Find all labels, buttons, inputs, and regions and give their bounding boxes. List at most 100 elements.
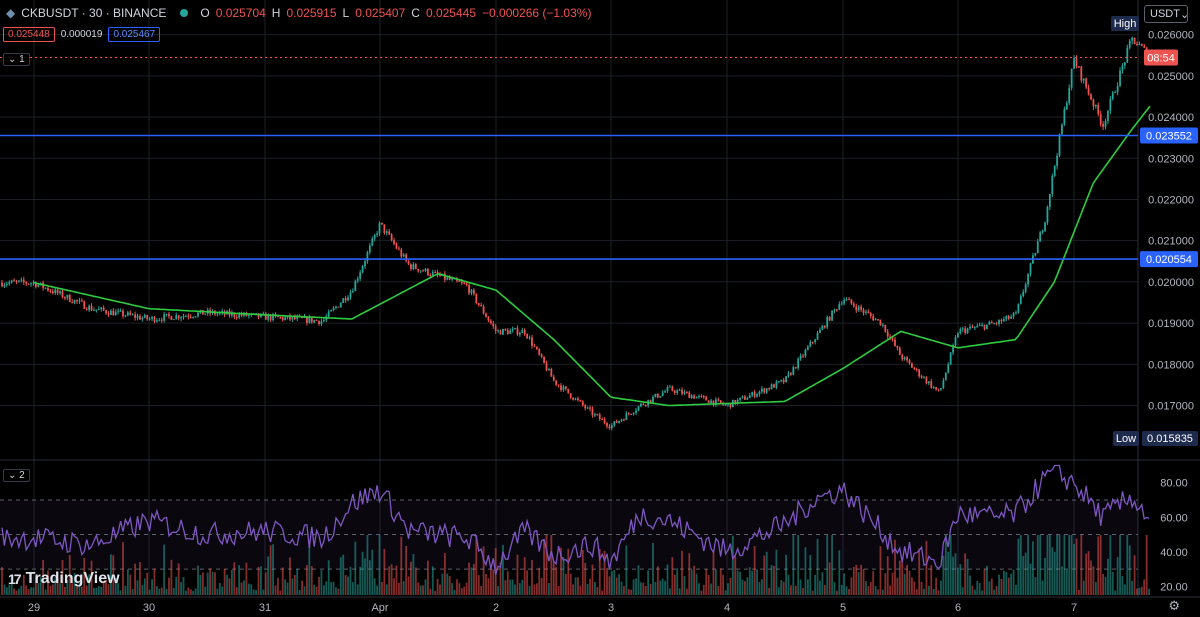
candle-body: [32, 282, 35, 284]
buy-price-button[interactable]: 0.025467: [108, 27, 161, 42]
volume-bar: [1017, 538, 1020, 595]
volume-bar: [25, 585, 28, 595]
volume-bar: [102, 581, 105, 595]
candle-body: [15, 281, 18, 283]
volume-bar: [763, 555, 766, 595]
volume-bar: [555, 567, 558, 595]
volume-bar: [823, 584, 826, 595]
candle-body: [986, 324, 988, 330]
rsi-tick-label: 80.00: [1160, 478, 1188, 490]
volume-bar: [852, 566, 855, 595]
candle-body: [756, 394, 758, 397]
candle-body: [819, 329, 821, 333]
volume-bar: [160, 587, 163, 595]
price-tick-label: 0.017000: [1148, 401, 1194, 413]
candle-body: [591, 408, 594, 416]
volume-bar: [480, 585, 483, 595]
tradingview-logo: 17 TradingView: [8, 570, 120, 588]
candle-body: [276, 315, 279, 318]
settings-gear-icon[interactable]: ⚙: [1168, 598, 1180, 613]
close-value: 0.025445: [425, 6, 477, 20]
high-value: 0.025915: [286, 6, 337, 20]
volume-bar: [73, 572, 76, 595]
candle-body: [318, 320, 320, 324]
volume-bar: [717, 586, 720, 595]
rsi-tick-label: 40.00: [1160, 547, 1188, 559]
candle-body: [608, 426, 611, 429]
candle-body: [114, 311, 117, 316]
volume-bar: [881, 589, 884, 595]
candle-body: [930, 381, 933, 388]
candle-body: [836, 309, 838, 311]
volume-bar: [862, 568, 865, 595]
volume-bar: [158, 588, 161, 595]
rsi-tick-label: 20.00: [1160, 581, 1188, 593]
candle-body: [1048, 194, 1051, 207]
volume-bar: [780, 580, 783, 595]
volume-bar: [422, 585, 424, 595]
volume-bar: [105, 580, 107, 595]
candle-body: [1078, 66, 1080, 68]
volume-bar: [71, 583, 74, 595]
candle-body: [1034, 253, 1037, 256]
volume-bar: [68, 555, 71, 595]
candle-body: [352, 291, 354, 293]
volume-bar: [843, 573, 846, 595]
volume-bar: [366, 535, 369, 595]
volume-bar: [1032, 541, 1034, 595]
volume-bar: [119, 590, 122, 595]
candle-body: [281, 317, 284, 320]
candle-body: [654, 393, 657, 397]
candle-body: [388, 231, 391, 235]
chevron-down-icon: ⌄: [8, 470, 17, 481]
pane-2-collapse-button[interactable]: ⌄ 2: [3, 469, 30, 482]
candle-body: [586, 407, 589, 409]
candle-body: [110, 310, 112, 315]
candle-body: [564, 386, 567, 389]
candle-body: [1121, 65, 1124, 71]
currency-select[interactable]: USDT ⌄: [1144, 5, 1189, 23]
candle-body: [269, 314, 272, 320]
candle-body: [204, 313, 207, 315]
volume-bar: [961, 587, 964, 595]
volume-bar: [1056, 535, 1059, 595]
candle-body: [264, 313, 267, 320]
volume-bar: [833, 582, 836, 595]
volume-bar: [627, 589, 630, 595]
volume-bar: [1116, 557, 1119, 595]
volume-bar: [986, 565, 988, 595]
candle-body: [523, 329, 526, 335]
candle-body: [494, 326, 497, 332]
candle-body: [347, 297, 349, 301]
sell-price-button[interactable]: 0.025448: [3, 27, 55, 42]
candle-body: [765, 388, 768, 393]
candle-body: [378, 222, 381, 234]
symbol-title[interactable]: CKBUSDT · 30 · BINANCE: [21, 6, 167, 20]
volume-bar: [376, 585, 378, 595]
candle-body: [172, 319, 175, 321]
volume-bar: [572, 584, 575, 595]
volume-bar: [320, 570, 323, 595]
volume-bar: [368, 560, 371, 595]
volume-bar: [995, 586, 998, 595]
volume-bar: [429, 588, 432, 595]
time-tick-label: 3: [608, 602, 614, 614]
candle-body: [194, 316, 197, 318]
candle-body: [129, 312, 132, 315]
pane-1-collapse-button[interactable]: ⌄ 1: [3, 53, 30, 66]
volume-bar: [298, 590, 301, 595]
candle-body: [615, 421, 618, 423]
volume-bar: [1, 567, 3, 595]
volume-bar: [693, 565, 696, 595]
candle-body: [320, 321, 323, 324]
candle-body: [538, 349, 541, 355]
volume-bar: [390, 564, 393, 595]
volume-bar: [838, 550, 841, 595]
candle-body: [642, 403, 645, 405]
volume-bar: [397, 582, 400, 595]
candle-body: [364, 261, 366, 267]
candle-body: [473, 289, 475, 294]
volume-bar: [886, 556, 889, 595]
volume-bar: [250, 584, 253, 595]
